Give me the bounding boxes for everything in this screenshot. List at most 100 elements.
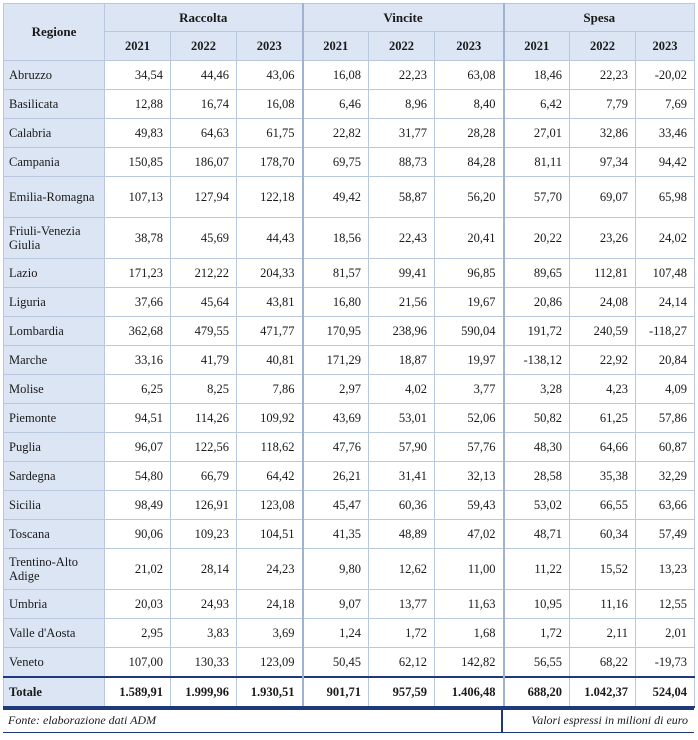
value-cell: 63,66 [635, 490, 696, 520]
value-cell: 107,00 [104, 647, 171, 678]
value-cell: 68,22 [569, 647, 637, 678]
value-cell: 47,76 [301, 432, 369, 462]
value-cell: 44,46 [170, 60, 237, 90]
value-cell: 57,86 [635, 403, 696, 433]
year-header: 2023 [236, 31, 303, 61]
value-cell: 1,72 [368, 618, 435, 648]
value-cell: 7,86 [236, 374, 303, 404]
total-row: Totale 1.589,91 1.999,96 1.930,51 901,71 957,… [3, 676, 696, 708]
value-cell: 57,90 [368, 432, 435, 462]
value-cell: 96,85 [433, 258, 505, 288]
region-name: Calabria [3, 118, 105, 148]
region-name: Sardegna [3, 461, 105, 491]
value-cell: 16,08 [301, 60, 369, 90]
table-body: Abruzzo 34,54 44,46 43,06 16,08 22,23 63,08 18,… [3, 60, 696, 708]
value-cell: 41,79 [170, 345, 237, 375]
value-cell: 13,23 [635, 548, 696, 590]
value-cell: 1.589,91 [104, 676, 171, 708]
value-cell: 61,25 [569, 403, 637, 433]
table-row: Marche 33,16 41,79 40,81 171,29 18,87 19,97 -13… [3, 345, 696, 375]
value-cell: 479,55 [170, 316, 237, 346]
value-cell: 35,38 [569, 461, 637, 491]
year-header: 2021 [301, 31, 369, 61]
header-vincite: Vincite [301, 3, 505, 32]
year-header: 2022 [170, 31, 237, 61]
value-cell: 60,34 [569, 519, 637, 549]
value-cell: 98,49 [104, 490, 171, 520]
value-cell: 1.042,37 [569, 676, 637, 708]
value-cell: 26,21 [301, 461, 369, 491]
value-cell: 524,04 [635, 676, 696, 708]
value-cell: 8,40 [433, 89, 505, 119]
value-cell: 212,22 [170, 258, 237, 288]
total-label: Totale [3, 676, 105, 708]
value-cell: 112,81 [569, 258, 637, 288]
region-name: Molise [3, 374, 105, 404]
value-cell: 20,86 [502, 287, 571, 317]
region-name: Umbria [3, 589, 105, 619]
table-row: Liguria 37,66 45,64 43,81 16,80 21,56 19,67 20,… [3, 287, 696, 317]
value-cell: 170,95 [301, 316, 369, 346]
value-cell: 11,16 [569, 589, 637, 619]
value-cell: 21,02 [104, 548, 171, 590]
value-cell: 24,23 [236, 548, 303, 590]
header-raccolta: Raccolta [104, 3, 303, 32]
value-cell: 34,54 [104, 60, 171, 90]
value-cell: 130,33 [170, 647, 237, 678]
value-cell: 37,66 [104, 287, 171, 317]
value-cell: 12,62 [368, 548, 435, 590]
value-cell: 99,41 [368, 258, 435, 288]
table-row: Valle d'Aosta 2,95 3,83 3,69 1,24 1,72 1,68 1,7… [3, 618, 696, 648]
year-header: 2023 [433, 31, 505, 61]
value-cell: 45,47 [301, 490, 369, 520]
value-cell: 688,20 [502, 676, 571, 708]
value-cell: 114,26 [170, 403, 237, 433]
value-cell: 97,34 [569, 147, 637, 177]
value-cell: 33,46 [635, 118, 696, 148]
value-cell: 238,96 [368, 316, 435, 346]
value-cell: 2,11 [569, 618, 637, 648]
value-cell: 13,77 [368, 589, 435, 619]
value-cell: 56,20 [433, 176, 505, 218]
value-cell: 11,00 [433, 548, 505, 590]
value-cell: 16,74 [170, 89, 237, 119]
value-cell: 31,77 [368, 118, 435, 148]
value-cell: 65,98 [635, 176, 696, 218]
value-cell: 11,63 [433, 589, 505, 619]
value-cell: 20,22 [502, 217, 571, 259]
value-cell: 23,26 [569, 217, 637, 259]
value-cell: 33,16 [104, 345, 171, 375]
value-cell: 186,07 [170, 147, 237, 177]
value-cell: 127,94 [170, 176, 237, 218]
table-row: Sicilia 98,49 126,91 123,08 45,47 60,36 59,43 5… [3, 490, 696, 520]
value-cell: 109,23 [170, 519, 237, 549]
value-cell: 45,64 [170, 287, 237, 317]
value-cell: 104,51 [236, 519, 303, 549]
region-name: Valle d'Aosta [3, 618, 105, 648]
value-cell: 1,68 [433, 618, 505, 648]
region-name: Puglia [3, 432, 105, 462]
region-name: Sicilia [3, 490, 105, 520]
value-cell: 11,22 [502, 548, 571, 590]
value-cell: 44,43 [236, 217, 303, 259]
value-cell: 18,46 [502, 60, 571, 90]
value-cell: 142,82 [433, 647, 505, 678]
region-name: Piemonte [3, 403, 105, 433]
value-cell: 31,41 [368, 461, 435, 491]
region-name: Lazio [3, 258, 105, 288]
value-cell: 24,93 [170, 589, 237, 619]
value-cell: 8,96 [368, 89, 435, 119]
value-cell: 40,81 [236, 345, 303, 375]
value-cell: 18,56 [301, 217, 369, 259]
value-cell: 32,29 [635, 461, 696, 491]
table-row: Emilia-Romagna 107,13 127,94 122,18 49,42 58,… [3, 176, 696, 218]
value-cell: 53,01 [368, 403, 435, 433]
value-cell: 28,58 [502, 461, 571, 491]
value-cell: 22,23 [569, 60, 637, 90]
header-spesa: Spesa [502, 3, 696, 32]
value-cell: 18,87 [368, 345, 435, 375]
value-cell: 191,72 [502, 316, 571, 346]
region-name: Marche [3, 345, 105, 375]
value-cell: 64,63 [170, 118, 237, 148]
value-cell: 90,06 [104, 519, 171, 549]
